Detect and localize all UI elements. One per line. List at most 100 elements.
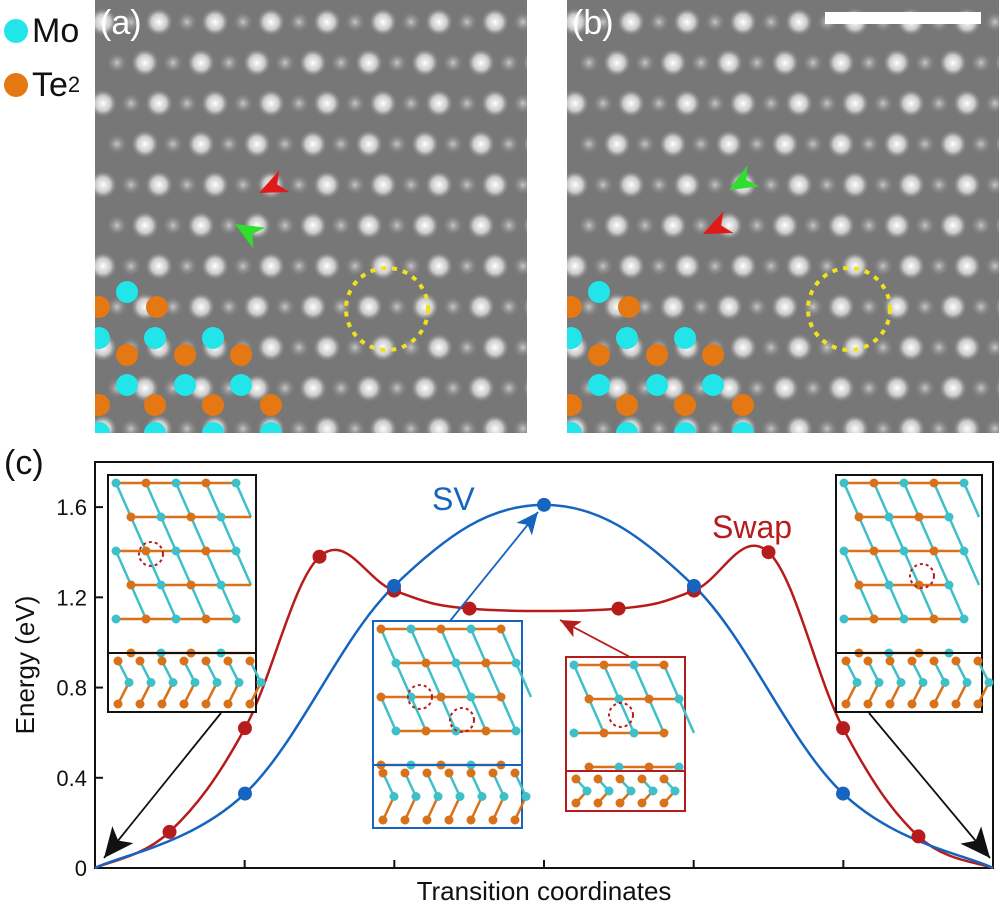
atom-column bbox=[187, 130, 215, 159]
atom-column bbox=[163, 134, 183, 155]
te-atom bbox=[135, 656, 145, 666]
bond bbox=[174, 482, 193, 518]
atom-column bbox=[785, 8, 813, 36]
te-atom bbox=[615, 798, 625, 808]
atom-column bbox=[425, 414, 453, 433]
atom-column bbox=[513, 418, 527, 433]
atom-column bbox=[673, 252, 701, 281]
mo-overlay-dot bbox=[674, 422, 696, 433]
atom-column bbox=[593, 12, 613, 32]
atom-column bbox=[617, 89, 645, 118]
atom-column bbox=[995, 52, 999, 73]
mo-atom bbox=[626, 786, 636, 796]
mo-atom bbox=[411, 792, 421, 801]
atom-column bbox=[289, 93, 309, 114]
atom-column bbox=[715, 130, 743, 159]
atom-column bbox=[915, 134, 935, 155]
y-tick-label: 0.4 bbox=[56, 766, 87, 791]
atom-column bbox=[729, 252, 757, 281]
mo-overlay-dot bbox=[95, 422, 110, 433]
atom-column bbox=[201, 252, 229, 281]
te-atom bbox=[929, 656, 939, 666]
mo-atom bbox=[466, 692, 476, 702]
te-atom bbox=[929, 478, 939, 488]
swap-data-point bbox=[312, 549, 327, 564]
bond bbox=[857, 584, 876, 620]
atom-column bbox=[971, 378, 991, 399]
bond bbox=[439, 628, 458, 664]
mo-atom bbox=[124, 678, 134, 687]
mo-atom bbox=[406, 624, 416, 634]
red-arrow-icon-head bbox=[259, 170, 290, 193]
atom-column bbox=[761, 256, 781, 277]
atom-column bbox=[985, 174, 999, 195]
te-atom bbox=[126, 512, 136, 522]
te-overlay-dot bbox=[732, 394, 754, 416]
x-ticks bbox=[243, 860, 845, 868]
atom-column bbox=[457, 337, 477, 358]
atom-column bbox=[939, 130, 967, 159]
te-atom bbox=[421, 726, 431, 736]
atom-column bbox=[841, 252, 869, 281]
panel-label-b: (b) bbox=[572, 4, 614, 42]
atom-column bbox=[729, 89, 757, 118]
atom-column bbox=[425, 170, 453, 199]
legend-te-subscript: 2 bbox=[67, 72, 81, 97]
atom-column bbox=[617, 8, 645, 36]
mo-overlay-dot bbox=[588, 374, 610, 396]
sv-data-point bbox=[237, 786, 252, 801]
te-atom bbox=[186, 512, 196, 522]
atom-column bbox=[425, 8, 453, 36]
atom-column bbox=[177, 93, 197, 114]
atom-column bbox=[345, 418, 365, 433]
stem-lattice-a bbox=[95, 0, 527, 433]
te-atom bbox=[869, 478, 879, 488]
bond bbox=[887, 584, 906, 620]
mo-overlay-dot bbox=[588, 281, 610, 303]
atom-column bbox=[457, 12, 477, 32]
atom-column bbox=[121, 12, 141, 32]
bond bbox=[917, 516, 936, 552]
sv-data-point bbox=[686, 579, 701, 594]
bond bbox=[602, 664, 621, 700]
te-atom bbox=[599, 728, 609, 738]
bond bbox=[499, 696, 518, 732]
te-atom bbox=[914, 512, 924, 522]
atom-column bbox=[467, 374, 495, 403]
mo-atom bbox=[984, 678, 994, 687]
atom-column bbox=[289, 418, 309, 433]
atom-column bbox=[443, 215, 463, 236]
atom-column bbox=[387, 52, 407, 73]
mo-atom bbox=[899, 614, 909, 624]
arrow-initial-icon bbox=[103, 712, 222, 859]
atom-column bbox=[915, 52, 935, 73]
bond bbox=[379, 628, 398, 664]
atom-column bbox=[257, 333, 285, 362]
mo-atom bbox=[648, 786, 658, 796]
atom-column bbox=[275, 215, 295, 236]
atom-column bbox=[785, 252, 813, 281]
mo-atom bbox=[962, 678, 972, 687]
atom-column bbox=[369, 89, 397, 118]
atom-column bbox=[673, 170, 701, 199]
te-atom bbox=[141, 546, 151, 556]
atom-column bbox=[691, 215, 711, 236]
te-atom bbox=[644, 694, 654, 704]
te-atom bbox=[201, 656, 211, 666]
mo-atom bbox=[918, 678, 928, 687]
atom-column bbox=[499, 296, 519, 317]
te-atom bbox=[113, 699, 123, 709]
mo-atom bbox=[391, 658, 401, 668]
atom-column bbox=[859, 134, 879, 155]
inset-initial bbox=[107, 474, 266, 713]
te-atom bbox=[201, 478, 211, 488]
y-axis-label: Energy (eV) bbox=[10, 596, 40, 735]
atom-column bbox=[481, 89, 509, 118]
atom-column bbox=[369, 8, 397, 36]
atom-column bbox=[345, 12, 365, 32]
mo-atom bbox=[433, 792, 443, 801]
bond bbox=[409, 628, 428, 664]
mo-overlay-dot bbox=[646, 374, 668, 396]
atom-column bbox=[859, 215, 879, 236]
atom-column bbox=[691, 52, 711, 73]
